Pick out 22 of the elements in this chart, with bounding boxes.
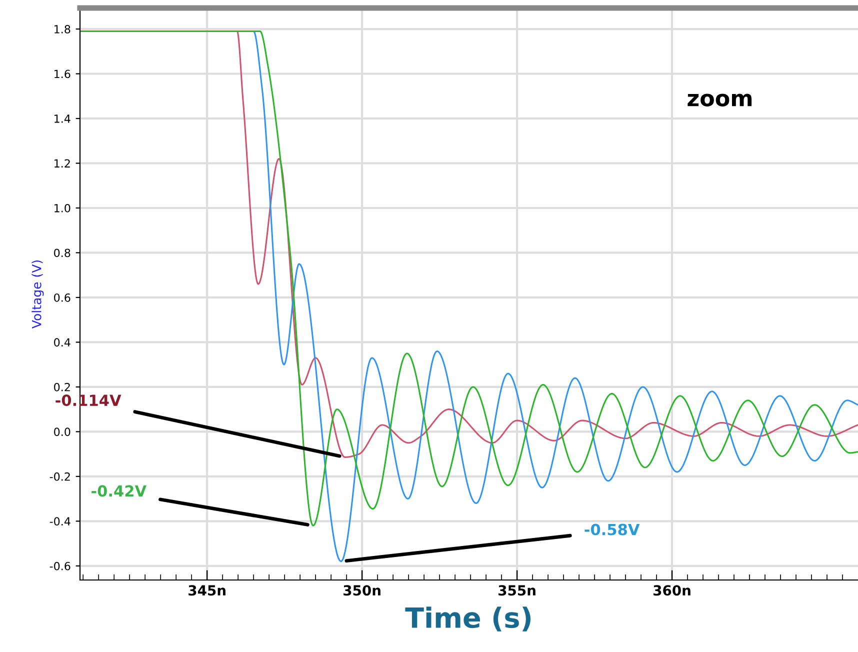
x-tick-label: 350n — [344, 585, 380, 596]
y-tick-label: -0.2 — [50, 472, 70, 481]
y-tick-label: -0.6 — [50, 562, 70, 570]
annotation: zoom — [688, 94, 752, 106]
y-tick-label: 0.4 — [54, 338, 70, 347]
y-tick-label: 1.4 — [54, 114, 70, 123]
x-axis-title: Time (s) — [405, 606, 531, 632]
y-tick-label: -0.4 — [50, 517, 70, 526]
y-tick-label: 0.2 — [54, 382, 70, 392]
y-tick-label: 1.6 — [54, 70, 70, 78]
y-tick-label: 0.0 — [54, 428, 70, 436]
y-tick-label: 1.2 — [54, 159, 70, 168]
y-axis-title: Voltage (V) — [32, 260, 44, 328]
y-tick-label: 0.6 — [54, 293, 70, 302]
annotation: -0.58V — [584, 524, 640, 536]
y-tick-label: 1.8 — [54, 25, 70, 34]
x-tick-label: 355n — [498, 585, 536, 596]
x-tick-label: 345n — [188, 585, 226, 596]
annotation: -0.42V — [92, 485, 146, 497]
y-tick-label: 1.0 — [54, 204, 70, 212]
x-tick-label: 360n — [654, 585, 690, 596]
y-tick-label: 0.8 — [54, 248, 70, 258]
